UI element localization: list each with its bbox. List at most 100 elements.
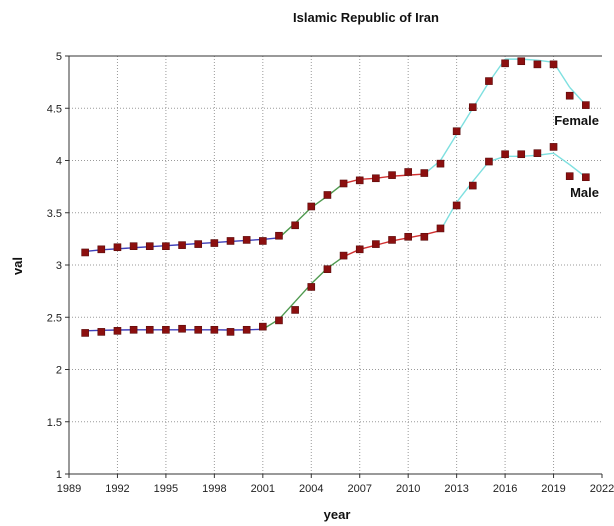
male-data-point xyxy=(129,325,138,334)
female-data-point xyxy=(194,240,203,248)
male-data-point xyxy=(452,201,461,210)
female-series-label: Female xyxy=(554,113,599,128)
female-data-point xyxy=(129,242,138,250)
male-trend-segment xyxy=(278,301,296,320)
male-data-point xyxy=(404,232,412,241)
x-tick-label: 2013 xyxy=(444,483,468,495)
female-data-point xyxy=(259,237,267,245)
y-axis-label: val xyxy=(10,257,25,275)
y-tick-label: 5 xyxy=(56,51,62,63)
chart-title: Islamic Republic of Iran xyxy=(293,10,439,25)
y-tick-label: 4.5 xyxy=(47,103,62,115)
male-data-point xyxy=(275,316,283,325)
female-data-point xyxy=(291,221,299,230)
female-data-point xyxy=(145,242,154,250)
male-data-point xyxy=(194,325,203,334)
y-tick-label: 4 xyxy=(56,156,62,168)
male-data-point xyxy=(549,143,558,151)
female-data-point xyxy=(307,202,316,211)
male-data-point xyxy=(242,325,251,334)
male-data-point xyxy=(582,173,590,182)
male-data-point xyxy=(259,322,267,331)
x-tick-label: 2016 xyxy=(493,483,517,495)
x-tick-labels: 1989 1992 1995 1998 2001 2004 2007 2010 2013 2016… xyxy=(57,483,614,495)
female-data-point xyxy=(323,191,332,199)
female-trend-segment xyxy=(439,134,458,161)
x-tick-label: 1998 xyxy=(202,483,226,495)
female-data-point xyxy=(517,57,526,66)
male-data-point xyxy=(323,265,332,273)
y-tick-label: 1.5 xyxy=(47,417,62,429)
male-data-point xyxy=(420,232,429,241)
male-data-point xyxy=(501,150,509,159)
x-tick-label: 2010 xyxy=(396,483,420,495)
male-data-point xyxy=(291,306,299,314)
female-data-point xyxy=(533,60,542,69)
female-data-point xyxy=(452,127,461,136)
male-data-point xyxy=(565,172,574,180)
female-data-point xyxy=(97,245,106,254)
male-data-point xyxy=(533,149,542,157)
grid xyxy=(69,56,602,474)
series-markers xyxy=(81,57,590,337)
y-tick-label: 1 xyxy=(56,469,62,481)
y-tick-label: 2 xyxy=(56,365,62,377)
male-data-point xyxy=(210,325,219,334)
female-data-point xyxy=(582,101,590,109)
male-data-point xyxy=(517,150,526,159)
female-data-point xyxy=(501,59,509,68)
male-data-point xyxy=(339,251,348,260)
male-data-point xyxy=(355,245,364,254)
female-data-point xyxy=(178,241,186,249)
female-data-point xyxy=(275,231,283,240)
male-data-point xyxy=(226,328,235,336)
male-data-point xyxy=(113,327,122,335)
male-data-point xyxy=(97,328,106,336)
female-data-point xyxy=(113,243,122,252)
female-data-point xyxy=(162,242,170,250)
female-data-point xyxy=(549,60,558,69)
male-data-point xyxy=(81,329,89,337)
female-data-point xyxy=(210,239,219,247)
female-data-point xyxy=(339,179,348,188)
x-tick-label: 2001 xyxy=(251,483,275,495)
female-data-point xyxy=(81,248,89,257)
female-data-point xyxy=(565,91,574,100)
female-data-point xyxy=(372,174,380,183)
male-data-point xyxy=(145,325,154,334)
y-tick-label: 3.5 xyxy=(47,208,62,220)
male-data-point xyxy=(485,157,493,166)
male-series-label: Male xyxy=(570,185,599,200)
y-tick-label: 3 xyxy=(56,260,62,272)
x-tick-label: 2019 xyxy=(541,483,565,495)
x-tick-label: 1995 xyxy=(154,483,178,495)
female-data-point xyxy=(355,176,364,185)
male-data-point xyxy=(468,181,477,190)
x-tick-label: 2022 xyxy=(590,483,614,495)
female-data-point xyxy=(388,171,396,179)
y-tick-labels: 1 1.5 2 2.5 3 3.5 4 4.5 5 xyxy=(47,51,62,481)
female-data-point xyxy=(420,169,429,177)
male-data-point xyxy=(307,283,316,291)
male-data-point xyxy=(436,224,445,233)
male-data-point xyxy=(178,324,186,333)
series-labels: Female Male xyxy=(554,113,599,200)
female-data-point xyxy=(436,159,445,168)
male-data-point xyxy=(162,325,170,334)
x-axis-label: year xyxy=(324,507,351,522)
x-tick-label: 1992 xyxy=(105,483,129,495)
female-data-point xyxy=(485,77,493,85)
female-data-point xyxy=(242,236,251,244)
female-data-point xyxy=(404,168,412,176)
male-data-point xyxy=(372,240,380,248)
male-data-point xyxy=(388,236,396,244)
female-data-point xyxy=(468,103,477,112)
male-trend-segment xyxy=(553,152,571,166)
x-tick-label: 2007 xyxy=(347,483,371,495)
x-tick-label: 1989 xyxy=(57,483,81,495)
axes xyxy=(65,55,603,478)
series-lines xyxy=(85,58,587,332)
female-data-point xyxy=(226,237,235,245)
x-tick-label: 2004 xyxy=(299,483,323,495)
